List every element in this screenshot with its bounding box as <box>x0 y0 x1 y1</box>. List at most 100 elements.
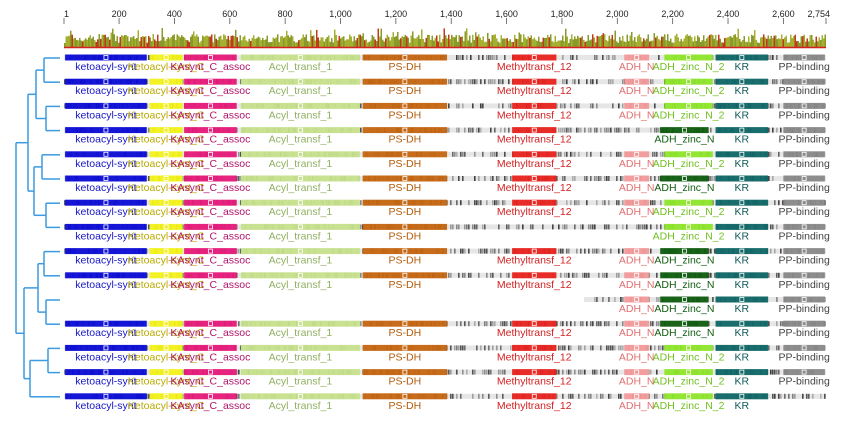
histogram-bar <box>752 35 754 47</box>
histogram-bar <box>245 40 247 47</box>
alignment-mark <box>460 248 462 254</box>
alignment-mark <box>466 55 468 60</box>
alignment-mark <box>788 393 790 399</box>
histogram-bar <box>598 36 600 47</box>
histogram-bar <box>505 38 507 47</box>
histogram-bar <box>550 34 552 47</box>
histogram-bar <box>286 30 288 47</box>
domain-block <box>149 320 183 327</box>
alignment-mark <box>612 369 614 375</box>
histogram-bar <box>325 38 327 47</box>
alignment-mark <box>776 369 778 375</box>
domain-label: Acyl_transf_1 <box>269 134 333 146</box>
histogram-bar <box>190 36 192 47</box>
domain-label: Acyl_transf_1 <box>269 158 333 170</box>
histogram-bar <box>502 38 504 47</box>
alignment-mark <box>586 176 588 181</box>
alignment-mark <box>498 248 500 254</box>
histogram-bar <box>76 39 78 47</box>
histogram-bar <box>538 36 540 47</box>
domain-label: ADH_N <box>619 255 655 267</box>
histogram-bar <box>92 36 94 47</box>
alignment-mark <box>556 321 558 327</box>
alignment-mark <box>490 321 492 327</box>
domain-marker <box>739 393 745 399</box>
alignment-mark <box>146 272 148 278</box>
histogram-bar <box>257 36 259 47</box>
domain-marker <box>739 272 745 278</box>
alignment-mark <box>508 79 510 85</box>
domain-block <box>664 199 713 206</box>
histogram-bar <box>466 28 468 47</box>
histogram-bar <box>784 37 786 47</box>
domain-marker <box>634 55 640 60</box>
alignment-mark <box>614 345 616 351</box>
histogram-bar <box>497 41 499 47</box>
alignment-mark <box>768 345 770 351</box>
domain-block <box>664 223 713 230</box>
domain-marker <box>297 321 303 327</box>
alignment-mark <box>470 55 472 60</box>
histogram-bar <box>97 39 99 47</box>
histogram-bar <box>118 42 120 47</box>
histogram-bar <box>329 41 331 47</box>
alignment-mark <box>770 55 772 60</box>
alignment-mark <box>236 224 238 230</box>
domain-block <box>715 344 769 351</box>
histogram-bar <box>551 41 553 47</box>
domain-block <box>149 393 183 400</box>
domain-label: ADH_zinc_N_2 <box>653 206 725 218</box>
histogram-bar <box>425 37 427 47</box>
domain-marker <box>103 248 109 254</box>
histogram-bar <box>347 39 349 47</box>
histogram-bar <box>491 35 493 47</box>
histogram-bar <box>808 41 810 47</box>
histogram-bar <box>769 38 771 47</box>
histogram-bar <box>359 34 361 47</box>
histogram-bar <box>415 38 417 47</box>
alignment-mark <box>518 224 520 230</box>
histogram-bar <box>616 41 618 47</box>
domain-label: Acyl_transf_1 <box>269 255 333 267</box>
alignment-mark <box>464 321 466 327</box>
alignment-mark <box>578 345 580 351</box>
alignment-mark <box>486 200 488 206</box>
histogram-bar <box>211 34 213 47</box>
alignment-mark <box>484 369 486 375</box>
histogram-bar <box>154 39 156 47</box>
histogram-bar <box>734 34 736 47</box>
domain-block <box>65 54 147 61</box>
histogram-bar <box>376 41 378 47</box>
alignment-mark <box>562 224 564 230</box>
histogram-bar <box>746 42 748 47</box>
alignment-mark <box>658 321 660 327</box>
domain-block <box>715 296 769 303</box>
domain-block <box>624 296 650 303</box>
histogram-bar <box>179 37 181 47</box>
alignment-mark <box>598 272 600 278</box>
domain-marker <box>801 200 807 206</box>
histogram-bar <box>590 39 592 47</box>
alignment-mark <box>566 321 568 327</box>
domain-block <box>783 127 825 134</box>
domain-label: PP-binding <box>778 158 830 170</box>
alignment-mark <box>64 369 66 375</box>
histogram-bar <box>716 40 718 47</box>
histogram-bar <box>379 36 381 47</box>
alignment-mark <box>574 321 576 327</box>
histogram-bar <box>106 37 108 47</box>
alignment-mark <box>462 103 464 109</box>
domain-marker <box>739 127 745 133</box>
alignment-mark <box>498 200 500 206</box>
histogram-bar <box>464 31 466 47</box>
histogram-bar <box>821 35 823 47</box>
histogram-bar <box>781 34 783 47</box>
histogram-bar <box>521 42 523 47</box>
alignment-mark <box>474 176 476 181</box>
alignment-mark <box>490 151 492 157</box>
alignment-mark <box>448 369 450 375</box>
domain-label: ketoacyl-synt <box>75 206 136 218</box>
domain-block <box>783 248 825 255</box>
histogram-bar <box>292 36 294 47</box>
domain-marker <box>634 151 640 157</box>
